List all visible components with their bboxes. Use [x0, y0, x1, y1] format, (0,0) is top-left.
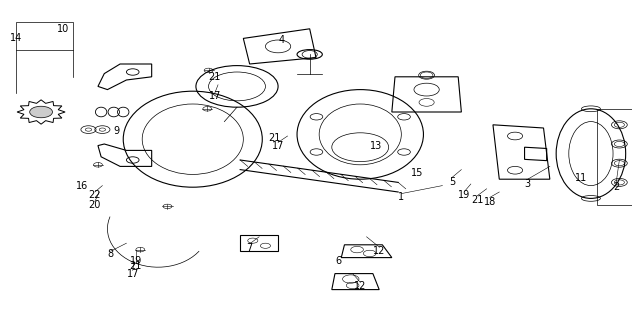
- Text: 9: 9: [114, 126, 120, 136]
- Circle shape: [30, 106, 52, 118]
- Text: 6: 6: [335, 256, 341, 266]
- Text: 2: 2: [613, 182, 619, 192]
- Text: 1: 1: [398, 192, 404, 202]
- Text: 14: 14: [9, 33, 22, 44]
- Text: 7: 7: [246, 243, 253, 253]
- Text: 5: 5: [449, 177, 455, 188]
- Text: 13: 13: [370, 140, 382, 151]
- Text: 17: 17: [209, 91, 221, 101]
- Text: 16: 16: [76, 180, 88, 191]
- Text: 18: 18: [483, 196, 496, 207]
- Text: 4: 4: [278, 35, 284, 45]
- Text: 19: 19: [130, 256, 142, 266]
- Text: 21: 21: [471, 195, 483, 205]
- Text: 17: 17: [272, 140, 284, 151]
- Text: 11: 11: [575, 172, 588, 183]
- Text: 8: 8: [107, 249, 114, 260]
- Text: 20: 20: [88, 200, 101, 210]
- Text: 21: 21: [209, 72, 221, 82]
- Text: 22: 22: [88, 190, 101, 200]
- Text: 3: 3: [525, 179, 531, 189]
- Text: 15: 15: [411, 168, 423, 178]
- Text: 21: 21: [269, 132, 281, 143]
- Text: 19: 19: [458, 190, 471, 200]
- Text: 12: 12: [373, 246, 386, 256]
- Text: 10: 10: [57, 24, 70, 34]
- Text: 17: 17: [126, 268, 139, 279]
- Text: 12: 12: [354, 281, 367, 292]
- Text: 21: 21: [130, 260, 142, 271]
